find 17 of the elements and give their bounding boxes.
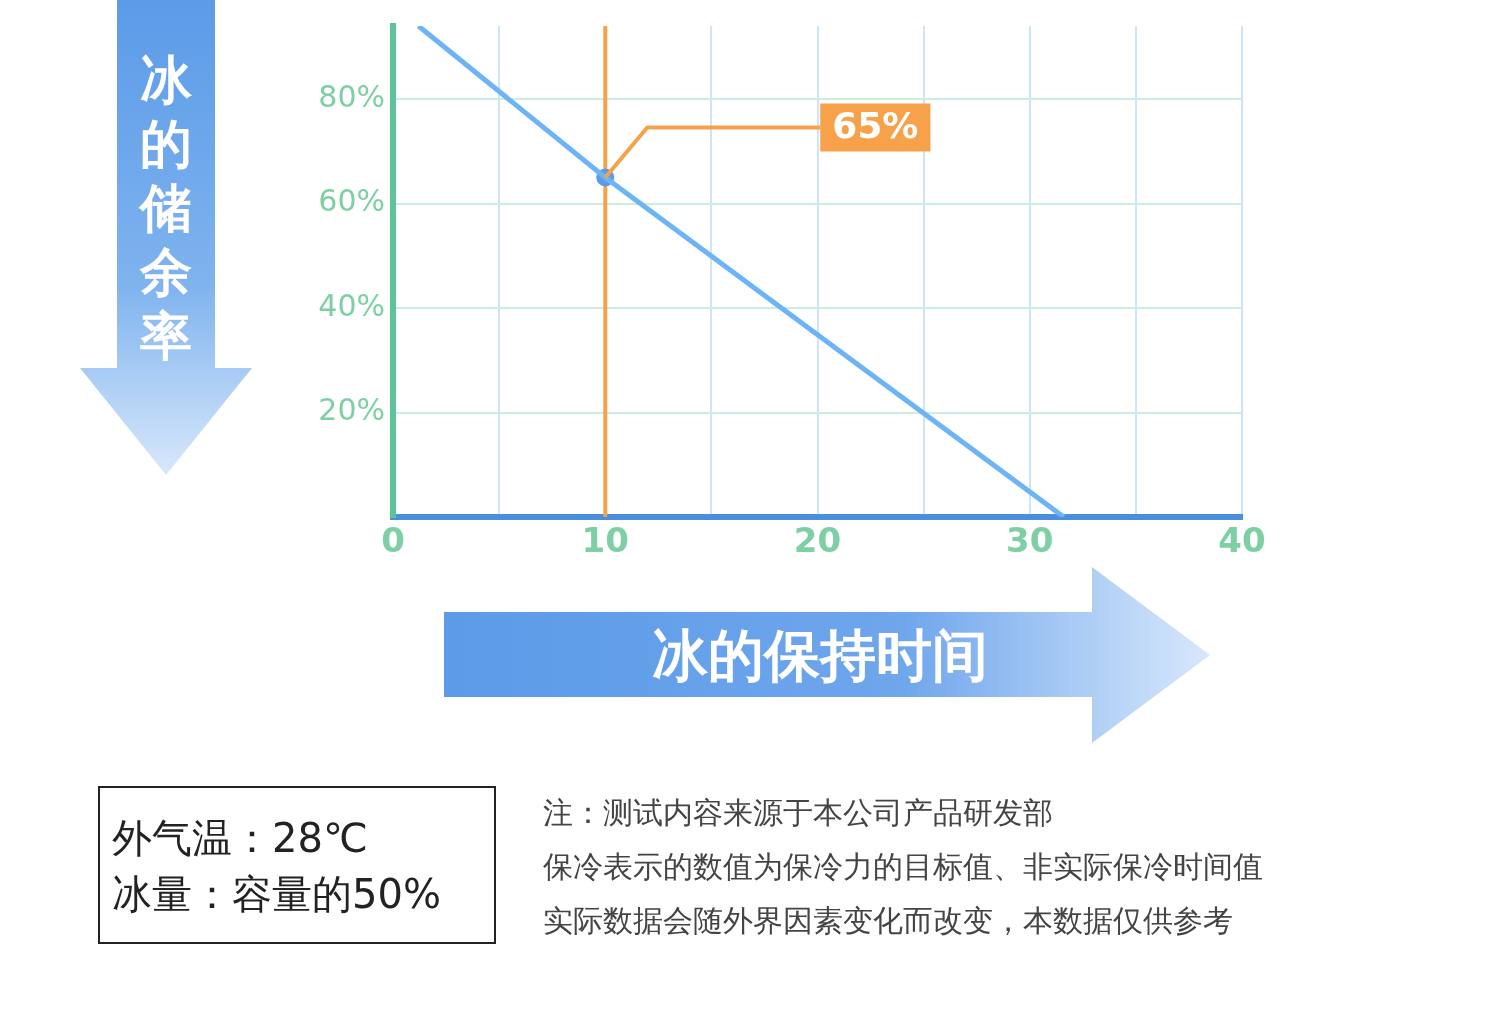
y-tick-label: 20% (318, 392, 385, 428)
x-tick-label: 40 (1218, 520, 1266, 561)
x-tick-label: 20 (793, 520, 842, 561)
y-axis-title: 冰的储余率 (138, 49, 193, 368)
text: 保冷表示的数值为保冷力的目标值、非实际保冷时间值 (543, 849, 1263, 884)
x-axis-title: 冰的保持时间 (651, 622, 989, 690)
text: 冰量：容量的50% (112, 871, 441, 917)
y-tick-label: 80% (318, 78, 385, 114)
text: 外气温：28℃ (112, 815, 368, 861)
x-tick-label: 30 (1006, 520, 1054, 561)
y-tick-label: 60% (318, 183, 385, 219)
text: 实际数据会随外界因素变化而改变，本数据仅供参考 (543, 903, 1233, 938)
annotation: 65% (832, 104, 919, 146)
text: 注：测试内容来源于本公司产品研发部 (543, 795, 1053, 830)
x-tick-label: 0 (381, 520, 405, 561)
y-tick-label: 40% (318, 287, 385, 323)
x-tick-label: 10 (581, 520, 629, 561)
